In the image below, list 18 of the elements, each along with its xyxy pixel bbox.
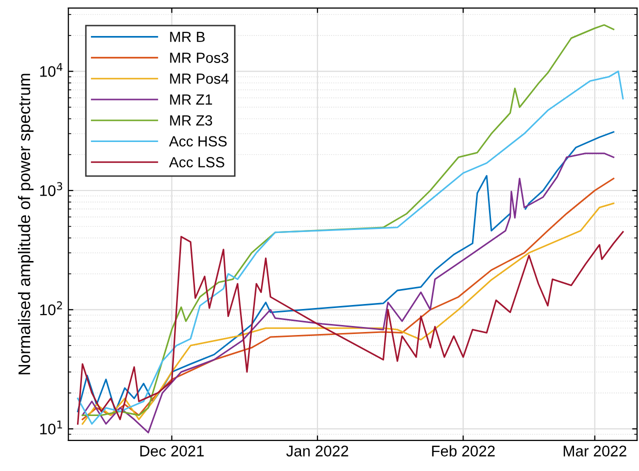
x-tick-label: Mar 2022 [564, 446, 626, 456]
legend-label: MR Z1 [170, 94, 212, 105]
y-axis-title: Normalised amplitude of power spectrum [18, 74, 34, 374]
y-tick-label: 10$^{4}$ [40, 63, 62, 77]
x-tick-label: Jan 2022 [286, 446, 348, 456]
legend-label: MR Pos3 [170, 52, 228, 63]
y-tick-label: 10$^{3}$ [40, 182, 62, 196]
legend-label: MR Pos4 [170, 74, 229, 84]
y-tick-label: 10$^{2}$ [40, 301, 62, 316]
x-tick-label: Feb 2022 [432, 445, 495, 456]
legend-label: MR Z3 [170, 115, 212, 126]
legend-label: Acc LSS [169, 157, 224, 168]
y-tick-label: 10$^{1}$ [40, 420, 62, 434]
line-series [77, 70, 624, 425]
legend-label: Acc HSS [169, 136, 227, 146]
x-tick-label: Dec 2021 [140, 446, 204, 456]
legend-label: MR B [170, 32, 205, 42]
line-series [82, 24, 614, 416]
